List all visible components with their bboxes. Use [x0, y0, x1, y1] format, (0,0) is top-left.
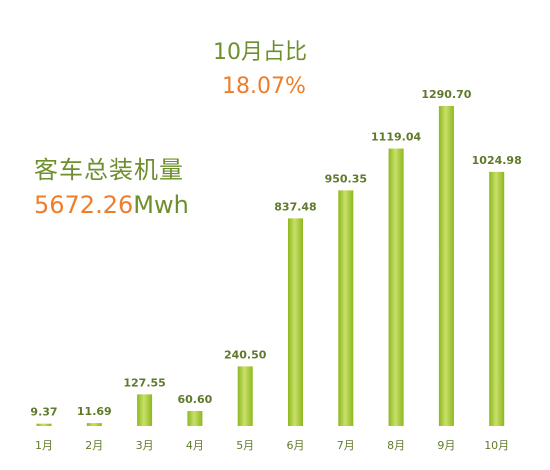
- total-capacity-value: 5672.26: [34, 191, 134, 219]
- bar-9: [438, 106, 454, 426]
- total-capacity-line: 5672.26Mwh: [34, 191, 189, 219]
- value-label-10: 1024.98: [472, 154, 522, 167]
- value-label-9: 1290.70: [421, 88, 471, 101]
- bar-4: [187, 410, 203, 426]
- bar-8: [388, 148, 404, 426]
- value-label-1: 9.37: [30, 406, 57, 419]
- bar-2: [86, 423, 102, 426]
- category-labels-group: 1月 2月 3月 4月 5月 6月 7月 8月 9月 10月: [35, 439, 509, 452]
- value-labels-group: 9.37 11.69 127.55 60.60 240.50 837.48 950.35 11…: [30, 88, 521, 419]
- bars-group: [36, 106, 505, 426]
- bar-5: [237, 366, 253, 426]
- category-label-5: 5月: [236, 439, 254, 452]
- bar-7: [338, 190, 354, 426]
- category-label-2: 2月: [85, 439, 103, 452]
- category-label-4: 4月: [186, 439, 204, 452]
- category-label-6: 6月: [287, 439, 305, 452]
- category-label-9: 9月: [437, 439, 455, 452]
- bar-6: [288, 218, 303, 426]
- value-label-6: 837.48: [274, 200, 316, 213]
- total-capacity-title: 客车总装机量: [34, 156, 184, 184]
- bar-3: [137, 394, 153, 426]
- value-label-4: 60.60: [178, 393, 213, 406]
- category-label-7: 7月: [337, 439, 355, 452]
- value-label-7: 950.35: [325, 172, 367, 185]
- bar-1: [36, 423, 52, 426]
- bar-10: [489, 171, 505, 426]
- total-capacity-unit: Mwh: [133, 191, 189, 219]
- value-label-8: 1119.04: [371, 131, 421, 144]
- category-label-1: 1月: [35, 439, 53, 452]
- share-value: 18.07%: [222, 74, 306, 99]
- category-label-3: 3月: [136, 439, 154, 452]
- share-title: 10月占比: [213, 40, 307, 65]
- value-label-2: 11.69: [77, 405, 112, 418]
- value-label-5: 240.50: [224, 348, 267, 361]
- value-label-3: 127.55: [123, 376, 165, 389]
- category-label-10: 10月: [484, 439, 509, 452]
- category-label-8: 8月: [387, 439, 405, 452]
